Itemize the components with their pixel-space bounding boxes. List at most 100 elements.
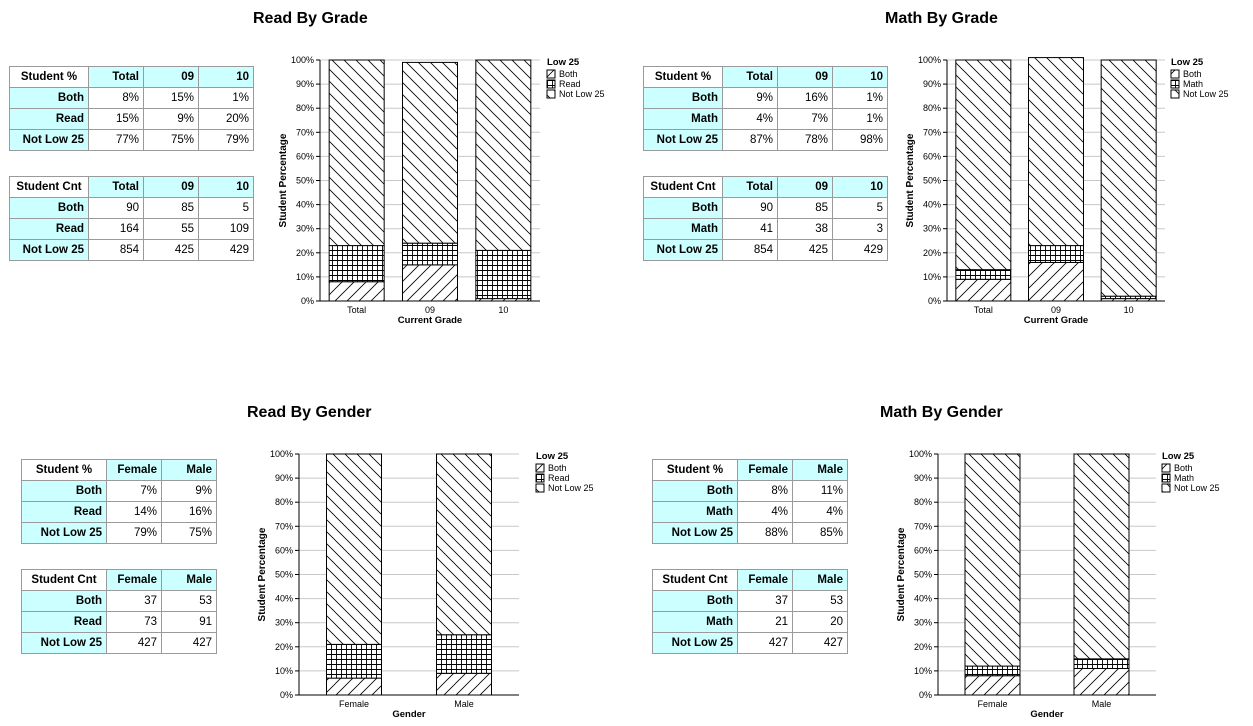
table-header: Female <box>106 459 162 481</box>
legend-swatch <box>1170 89 1180 99</box>
legend-swatch <box>535 473 545 483</box>
table-cell: 7% <box>777 108 833 130</box>
bar-segment <box>328 59 385 247</box>
table-cell: 38 <box>777 218 833 240</box>
y-tick-label: 60% <box>923 151 941 161</box>
legend-entry: Both <box>548 463 567 473</box>
table-header: 10 <box>198 176 254 198</box>
table-cell: 9% <box>161 480 217 502</box>
row-label: Math <box>652 611 738 633</box>
y-tick-label: 100% <box>270 449 293 459</box>
x-tick-label: Female <box>977 699 1007 709</box>
table-cell: 429 <box>832 239 888 261</box>
table-cell: 4% <box>722 108 778 130</box>
y-tick-label: 70% <box>275 521 293 531</box>
row-label: Not Low 25 <box>643 129 723 151</box>
table-header: 10 <box>198 66 254 88</box>
table-cell: 55 <box>143 218 199 240</box>
table-cell: 427 <box>792 632 848 654</box>
table-cell: 85 <box>143 197 199 219</box>
table-cell: 5 <box>198 197 254 219</box>
bar-segment <box>402 61 458 244</box>
table-cell: 1% <box>832 87 888 109</box>
table-header: Student % <box>9 66 89 88</box>
y-tick-label: 40% <box>275 594 293 604</box>
legend-entry: Read <box>548 473 570 483</box>
legend-entry: Both <box>1174 463 1193 473</box>
y-tick-label: 90% <box>923 79 941 89</box>
legend-entry: Read <box>559 79 581 89</box>
y-tick-label: 10% <box>275 666 293 676</box>
table-header: Female <box>737 459 793 481</box>
table-header: Student % <box>643 66 723 88</box>
legend-swatch <box>1161 473 1171 483</box>
x-tick-label: 09 <box>425 305 435 315</box>
table-header: 10 <box>832 66 888 88</box>
table-cell: 20 <box>792 611 848 633</box>
panel-title: Math By Gender <box>880 404 1003 421</box>
table-cell: 79% <box>198 129 254 151</box>
table-cell: 98% <box>832 129 888 151</box>
legend-entry: Math <box>1174 473 1194 483</box>
y-tick-label: 0% <box>928 296 941 306</box>
bar-segment <box>1100 59 1157 297</box>
y-tick-label: 10% <box>923 272 941 282</box>
legend-swatch <box>546 79 556 89</box>
table-cell: 37 <box>106 590 162 612</box>
table-cell: 75% <box>161 522 217 544</box>
bar-segment <box>964 675 1021 696</box>
table-cell: 854 <box>88 239 144 261</box>
table-cell: 53 <box>792 590 848 612</box>
bar-segment <box>1028 261 1084 302</box>
table-cell: 16% <box>777 87 833 109</box>
table-cell: 109 <box>198 218 254 240</box>
row-label: Both <box>21 480 107 502</box>
table-header: Male <box>792 459 848 481</box>
panel-title: Read By Gender <box>247 404 372 421</box>
y-tick-label: 20% <box>923 248 941 258</box>
table-cell: 16% <box>161 501 217 523</box>
stacked-bar-chart: 0% 10% 20% 30% 40% 50% 60% 70% 80% 90% 100% Total 09… <box>905 55 1229 326</box>
y-tick-label: 30% <box>275 618 293 628</box>
table-cell: 164 <box>88 218 144 240</box>
legend-swatch <box>546 89 556 99</box>
y-tick-label: 80% <box>275 497 293 507</box>
table-header: Student Cnt <box>652 569 738 591</box>
y-tick-label: 100% <box>918 55 941 65</box>
y-axis-title: Student Percentage <box>905 133 916 227</box>
y-tick-label: 60% <box>914 545 932 555</box>
bar-segment <box>475 59 532 251</box>
bar-segment <box>1073 667 1130 696</box>
y-tick-label: 80% <box>923 103 941 113</box>
legend-swatch <box>1170 79 1180 89</box>
table-header: Student Cnt <box>9 176 89 198</box>
y-tick-label: 80% <box>296 103 314 113</box>
bar-segment <box>1028 57 1084 247</box>
student-pct-table: Student % Total 09 10 Both 9% 16% 1% Mat… <box>643 66 888 151</box>
table-header: 09 <box>143 176 199 198</box>
table-cell: 53 <box>161 590 217 612</box>
table-cell: 37 <box>737 590 793 612</box>
legend-entry: Both <box>559 69 578 79</box>
table-header: 09 <box>777 66 833 88</box>
table-header: Female <box>737 569 793 591</box>
row-label: Read <box>9 108 89 130</box>
y-tick-label: 50% <box>275 570 293 580</box>
y-tick-label: 60% <box>275 545 293 555</box>
table-header: Female <box>106 569 162 591</box>
table-cell: 79% <box>106 522 162 544</box>
bar-segment <box>436 453 492 636</box>
stacked-bar-chart: 0% 10% 20% 30% 40% 50% 60% 70% 80% 90% 100% Female M… <box>896 449 1220 720</box>
y-tick-label: 70% <box>923 127 941 137</box>
stacked-bar-chart: 0% 10% 20% 30% 40% 50% 60% 70% 80% 90% 100% Total 09… <box>278 55 605 326</box>
legend-swatch <box>535 483 545 493</box>
row-label: Not Low 25 <box>643 239 723 261</box>
row-label: Not Low 25 <box>9 239 89 261</box>
row-label: Not Low 25 <box>21 632 107 654</box>
table-cell: 4% <box>737 501 793 523</box>
table-cell: 85 <box>777 197 833 219</box>
table-header: 10 <box>832 176 888 198</box>
row-label: Not Low 25 <box>652 522 738 544</box>
bar-segment <box>955 269 1012 280</box>
y-tick-label: 50% <box>296 176 314 186</box>
